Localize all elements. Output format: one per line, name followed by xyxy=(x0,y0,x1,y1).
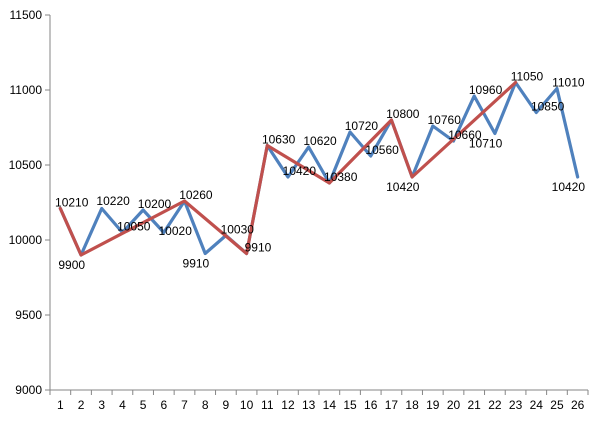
data-label: 9910 xyxy=(183,257,210,271)
x-tick-label: 5 xyxy=(140,398,147,412)
data-label: 11010 xyxy=(552,76,585,90)
x-tick-label: 7 xyxy=(181,398,188,412)
series-line-2 xyxy=(58,80,518,257)
data-label: 10620 xyxy=(303,134,337,148)
y-tick-label: 10500 xyxy=(9,158,43,172)
y-tick-label: 9000 xyxy=(15,383,42,397)
data-label: 9900 xyxy=(58,258,85,272)
x-tick-label: 26 xyxy=(571,398,585,412)
x-tick-label: 21 xyxy=(468,398,482,412)
data-label: 10030 xyxy=(221,223,255,237)
data-label: 10020 xyxy=(159,224,193,238)
data-label: 10420 xyxy=(552,180,586,194)
x-tick-label: 18 xyxy=(405,398,419,412)
x-tick-label: 4 xyxy=(119,398,126,412)
series-line-1 xyxy=(58,80,580,257)
x-tick-label: 20 xyxy=(447,398,461,412)
x-tick-label: 6 xyxy=(160,398,167,412)
x-tick-label: 14 xyxy=(323,398,337,412)
x-tick-label: 2 xyxy=(78,398,85,412)
x-tick-label: 10 xyxy=(240,398,254,412)
x-tick-label: 17 xyxy=(385,398,399,412)
y-tick-label: 11000 xyxy=(10,83,43,97)
x-tick-label: 8 xyxy=(202,398,209,412)
data-label: 11050 xyxy=(511,70,544,84)
data-label: 10380 xyxy=(324,170,358,184)
data-label: 10710 xyxy=(469,137,503,151)
data-label: 10420 xyxy=(386,180,420,194)
data-label: 10210 xyxy=(55,196,89,210)
data-label: 10800 xyxy=(386,107,420,121)
data-label: 10760 xyxy=(428,113,462,127)
data-label: 10260 xyxy=(179,188,213,202)
data-label: 10560 xyxy=(365,143,399,157)
y-tick-label: 10000 xyxy=(9,233,43,247)
series-lines xyxy=(58,80,580,257)
x-tick-label: 25 xyxy=(550,398,564,412)
data-label: 10630 xyxy=(262,133,296,147)
data-label: 10720 xyxy=(345,119,379,133)
x-tick-label: 1 xyxy=(57,398,64,412)
data-label: 9910 xyxy=(245,241,272,255)
x-tick-label: 19 xyxy=(426,398,440,412)
x-tick-label: 13 xyxy=(302,398,316,412)
data-label: 10220 xyxy=(96,194,130,208)
x-tick-label: 3 xyxy=(98,398,105,412)
x-tick-label: 22 xyxy=(488,398,502,412)
x-tick-label: 9 xyxy=(223,398,230,412)
data-label: 10960 xyxy=(469,83,503,97)
y-tick-label: 11500 xyxy=(10,8,43,22)
data-label: 10850 xyxy=(531,100,565,114)
data-label: 10200 xyxy=(138,197,172,211)
data-label: 10660 xyxy=(448,128,482,142)
x-tick-label: 11 xyxy=(261,398,274,412)
x-tick-label: 12 xyxy=(281,398,295,412)
x-tick-label: 15 xyxy=(343,398,357,412)
data-labels: 10210 9900 10220 10050 10200 10020 10260 9910 10… xyxy=(55,70,585,273)
x-tick-label: 23 xyxy=(509,398,523,412)
x-tick-label: 16 xyxy=(364,398,378,412)
data-label: 10050 xyxy=(117,220,151,234)
x-tick-label: 24 xyxy=(530,398,544,412)
y-tick-label: 9500 xyxy=(15,308,42,322)
data-label: 10420 xyxy=(283,164,317,178)
